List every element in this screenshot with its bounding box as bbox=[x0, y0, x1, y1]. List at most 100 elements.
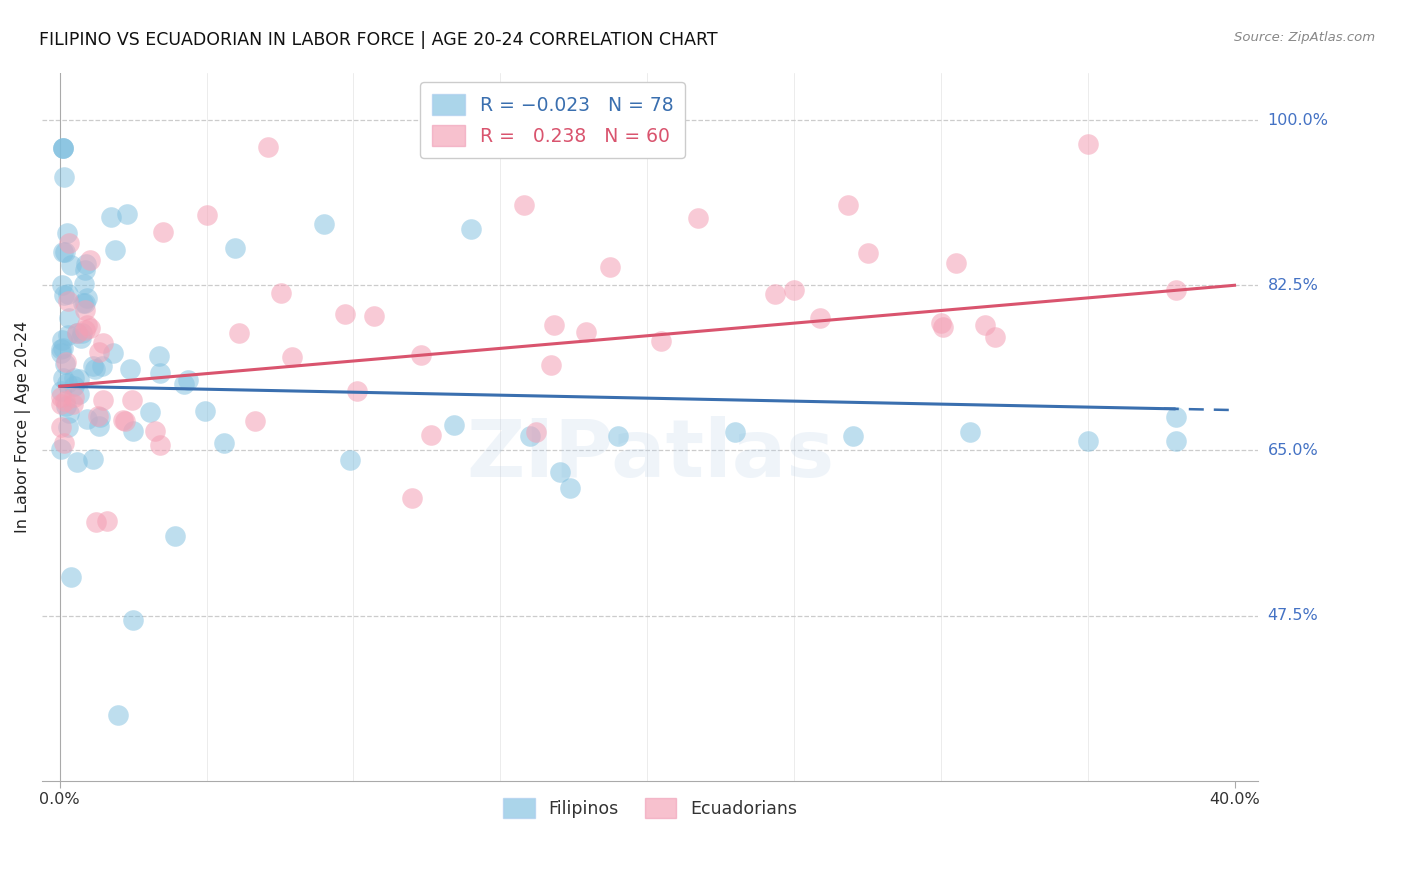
Point bbox=[72, 296, 94, 310]
Point bbox=[152, 225, 174, 239]
Point bbox=[79, 320, 101, 334]
Point bbox=[76, 318, 98, 332]
Point bbox=[90, 359, 112, 374]
Y-axis label: In Labor Force | Age 20-24: In Labor Force | Age 20-24 bbox=[15, 321, 31, 533]
Point bbox=[51, 345, 73, 359]
Point bbox=[1077, 136, 1099, 151]
Point bbox=[58, 294, 80, 309]
Point bbox=[82, 359, 104, 374]
Point bbox=[58, 310, 80, 325]
Point bbox=[686, 211, 709, 226]
Point bbox=[121, 424, 143, 438]
Point bbox=[148, 349, 170, 363]
Point bbox=[112, 413, 135, 427]
Point bbox=[51, 343, 73, 357]
Point bbox=[75, 323, 97, 337]
Point bbox=[194, 404, 217, 418]
Point bbox=[53, 435, 76, 450]
Point bbox=[959, 425, 981, 439]
Point bbox=[270, 286, 292, 301]
Point bbox=[173, 377, 195, 392]
Point bbox=[103, 346, 125, 360]
Point bbox=[808, 310, 831, 325]
Point bbox=[945, 255, 967, 269]
Point bbox=[70, 326, 93, 340]
Point bbox=[91, 336, 114, 351]
Point bbox=[60, 258, 83, 272]
Point bbox=[460, 221, 482, 235]
Point bbox=[149, 438, 172, 452]
Point bbox=[89, 419, 111, 434]
Point bbox=[122, 613, 145, 627]
Point bbox=[540, 358, 562, 372]
Point bbox=[87, 409, 110, 423]
Point bbox=[974, 318, 997, 332]
Point bbox=[107, 707, 129, 722]
Point bbox=[512, 198, 534, 212]
Point bbox=[929, 316, 952, 330]
Point bbox=[53, 358, 76, 372]
Point bbox=[984, 330, 1007, 344]
Point bbox=[281, 350, 304, 364]
Point bbox=[75, 295, 97, 310]
Point bbox=[82, 452, 104, 467]
Text: 100.0%: 100.0% bbox=[1268, 112, 1329, 128]
Point bbox=[51, 384, 73, 399]
Point bbox=[257, 139, 280, 153]
Point bbox=[66, 326, 89, 340]
Point bbox=[245, 414, 267, 428]
Point bbox=[558, 481, 581, 495]
Point bbox=[333, 307, 356, 321]
Point bbox=[1164, 410, 1187, 425]
Point bbox=[52, 370, 75, 384]
Point bbox=[55, 400, 77, 414]
Point bbox=[212, 435, 235, 450]
Point bbox=[143, 424, 166, 438]
Point bbox=[100, 211, 122, 225]
Text: 65.0%: 65.0% bbox=[1268, 443, 1319, 458]
Point bbox=[650, 334, 672, 348]
Text: 82.5%: 82.5% bbox=[1268, 277, 1319, 293]
Point bbox=[149, 366, 172, 380]
Point bbox=[51, 420, 73, 434]
Point bbox=[1164, 283, 1187, 297]
Point bbox=[84, 515, 107, 529]
Point bbox=[73, 302, 96, 317]
Point bbox=[543, 318, 565, 333]
Point bbox=[548, 465, 571, 479]
Point bbox=[599, 260, 621, 274]
Point bbox=[837, 198, 859, 212]
Point bbox=[79, 252, 101, 267]
Point bbox=[139, 405, 162, 419]
Point bbox=[70, 331, 93, 345]
Point bbox=[121, 393, 143, 408]
Point bbox=[63, 390, 86, 404]
Point bbox=[783, 283, 806, 297]
Point bbox=[62, 370, 84, 384]
Text: ZIPatlas: ZIPatlas bbox=[465, 417, 834, 494]
Point bbox=[75, 258, 97, 272]
Point bbox=[58, 235, 80, 250]
Point bbox=[524, 425, 547, 439]
Point bbox=[932, 319, 955, 334]
Point bbox=[118, 361, 141, 376]
Point bbox=[58, 406, 80, 420]
Point bbox=[55, 354, 77, 368]
Point bbox=[51, 442, 73, 456]
Point bbox=[763, 287, 786, 301]
Point bbox=[56, 420, 79, 434]
Text: 47.5%: 47.5% bbox=[1268, 608, 1319, 623]
Point bbox=[52, 245, 75, 260]
Point bbox=[63, 378, 86, 392]
Point bbox=[575, 325, 598, 339]
Point bbox=[66, 455, 89, 469]
Point bbox=[52, 341, 75, 355]
Point bbox=[56, 327, 79, 342]
Point bbox=[52, 141, 75, 155]
Point bbox=[114, 414, 136, 428]
Point bbox=[56, 376, 79, 391]
Point bbox=[72, 277, 94, 292]
Point bbox=[856, 245, 879, 260]
Point bbox=[87, 345, 110, 359]
Point bbox=[67, 371, 90, 385]
